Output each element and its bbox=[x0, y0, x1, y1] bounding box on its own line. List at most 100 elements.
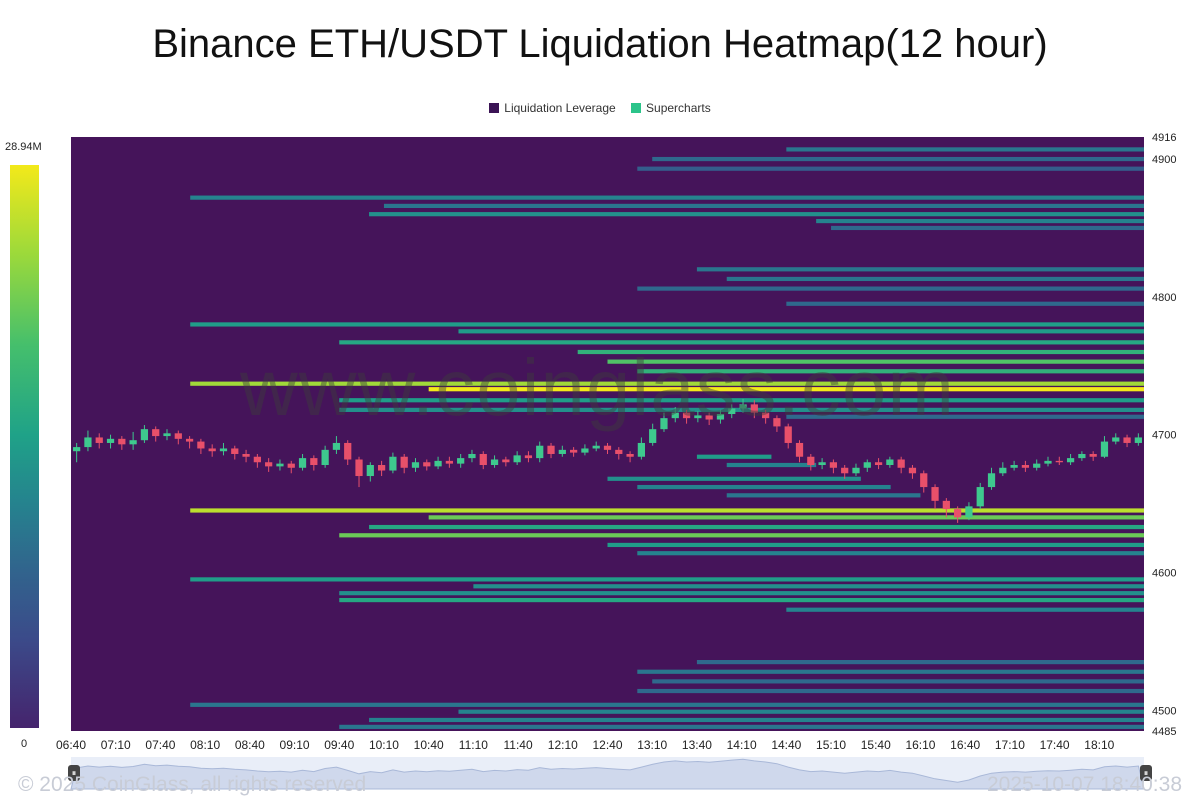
range-slider-right-handle[interactable]: ⏸ bbox=[1140, 765, 1152, 781]
candle-body bbox=[931, 487, 939, 501]
candle-body bbox=[671, 412, 679, 419]
liquidation-band bbox=[726, 462, 817, 468]
liquidation-band bbox=[339, 724, 1144, 729]
x-tick-label: 14:40 bbox=[771, 738, 801, 752]
x-tick-label: 07:40 bbox=[145, 738, 175, 752]
x-tick-label: 08:40 bbox=[235, 738, 265, 752]
x-tick-label: 17:40 bbox=[1040, 738, 1070, 752]
x-tick-label: 12:10 bbox=[548, 738, 578, 752]
y-tick-label: 4900 bbox=[1152, 154, 1176, 166]
candle-body bbox=[457, 458, 465, 464]
liquidation-band bbox=[339, 591, 1144, 596]
x-tick-label: 11:10 bbox=[459, 738, 488, 752]
liquidation-band bbox=[607, 359, 1144, 364]
liquidation-band bbox=[652, 156, 1144, 162]
x-tick-label: 18:10 bbox=[1084, 738, 1114, 752]
x-tick-label: 10:10 bbox=[369, 738, 399, 752]
candle-body bbox=[140, 429, 149, 441]
candle-body bbox=[185, 438, 194, 442]
x-tick-label: 15:10 bbox=[816, 738, 846, 752]
candle-body bbox=[524, 455, 533, 459]
candle-body bbox=[615, 449, 623, 454]
candle-body bbox=[1078, 453, 1086, 459]
candle-body bbox=[682, 412, 691, 419]
candle-body bbox=[1055, 460, 1063, 463]
candle-body bbox=[637, 442, 645, 457]
x-tick-label: 08:10 bbox=[190, 738, 220, 752]
liquidation-band bbox=[696, 267, 1144, 272]
x-tick-label: 11:40 bbox=[504, 738, 533, 752]
liquidation-band bbox=[369, 212, 1144, 217]
liquidation-band bbox=[383, 203, 1144, 209]
y-tick-label: 4600 bbox=[1152, 568, 1176, 580]
x-tick-label: 14:10 bbox=[727, 738, 757, 752]
candle-body bbox=[377, 465, 386, 471]
x-tick-label: 16:10 bbox=[905, 738, 935, 752]
liquidation-band bbox=[637, 551, 1144, 556]
candle-body bbox=[355, 459, 363, 477]
liquidation-band bbox=[339, 340, 1144, 345]
candle-body bbox=[332, 442, 341, 450]
candle-body bbox=[999, 467, 1007, 474]
candle-body bbox=[298, 458, 307, 468]
candle-body bbox=[762, 412, 770, 419]
candle-body bbox=[863, 462, 871, 468]
candle-body bbox=[95, 437, 103, 443]
liquidation-band bbox=[190, 702, 1144, 707]
candle-body bbox=[728, 408, 736, 415]
legend-swatch bbox=[489, 103, 500, 113]
candle-body bbox=[1044, 460, 1052, 464]
liquidation-band bbox=[190, 508, 1144, 513]
legend-item-liquidation-leverage[interactable]: Liquidation Leverage bbox=[489, 101, 616, 115]
candle-body bbox=[400, 456, 408, 468]
liquidation-band bbox=[637, 166, 1144, 171]
liquidation-band bbox=[696, 659, 1144, 665]
liquidation-band bbox=[190, 381, 1144, 386]
candle-body bbox=[310, 458, 318, 466]
candle-body bbox=[197, 441, 205, 449]
candle-body bbox=[965, 506, 973, 518]
candle-body bbox=[163, 433, 171, 437]
liquidation-band bbox=[190, 577, 1144, 582]
candle-body bbox=[1066, 458, 1075, 463]
candle-body bbox=[434, 460, 442, 467]
candle-body bbox=[1112, 437, 1120, 442]
candle-body bbox=[253, 456, 261, 463]
liquidation-band bbox=[786, 607, 1144, 612]
candle-body bbox=[423, 462, 431, 467]
candle-body bbox=[411, 462, 420, 468]
candle-body bbox=[1123, 437, 1131, 443]
candle-body bbox=[536, 445, 544, 459]
liquidation-band bbox=[637, 688, 1144, 694]
x-tick-label: 12:40 bbox=[592, 738, 622, 752]
candle-body bbox=[1134, 437, 1142, 443]
liquidation-band bbox=[786, 301, 1144, 306]
liquidation-band bbox=[726, 493, 921, 498]
liquidation-band bbox=[637, 286, 1144, 291]
candle-body bbox=[716, 414, 725, 420]
candle-body bbox=[287, 463, 295, 468]
candle-body bbox=[265, 462, 273, 467]
candle-body bbox=[942, 500, 950, 510]
candle-body bbox=[897, 459, 905, 468]
legend-item-supercharts[interactable]: Supercharts bbox=[631, 101, 711, 115]
legend-label: Liquidation Leverage bbox=[504, 101, 616, 115]
x-tick-label: 13:40 bbox=[682, 738, 712, 752]
liquidation-band bbox=[607, 542, 1144, 548]
candle-body bbox=[739, 404, 747, 409]
range-slider-left-handle[interactable]: ⏸ bbox=[68, 765, 80, 781]
legend: Liquidation Leverage Supercharts bbox=[0, 101, 1200, 116]
x-tick-label: 06:40 bbox=[56, 738, 86, 752]
x-tick-label: 16:40 bbox=[950, 738, 980, 752]
liquidation-band bbox=[831, 225, 1144, 231]
candle-body bbox=[1010, 465, 1018, 468]
candle-body bbox=[479, 453, 487, 466]
candle-body bbox=[242, 453, 250, 457]
candle-body bbox=[558, 449, 566, 454]
x-tick-label: 07:10 bbox=[101, 738, 131, 752]
y-tick-label: 4700 bbox=[1152, 430, 1176, 442]
chart-title: Binance ETH/USDT Liquidation Heatmap(12 … bbox=[152, 22, 1048, 66]
colorbar[interactable] bbox=[10, 165, 39, 728]
y-tick-label: 4500 bbox=[1152, 705, 1176, 717]
